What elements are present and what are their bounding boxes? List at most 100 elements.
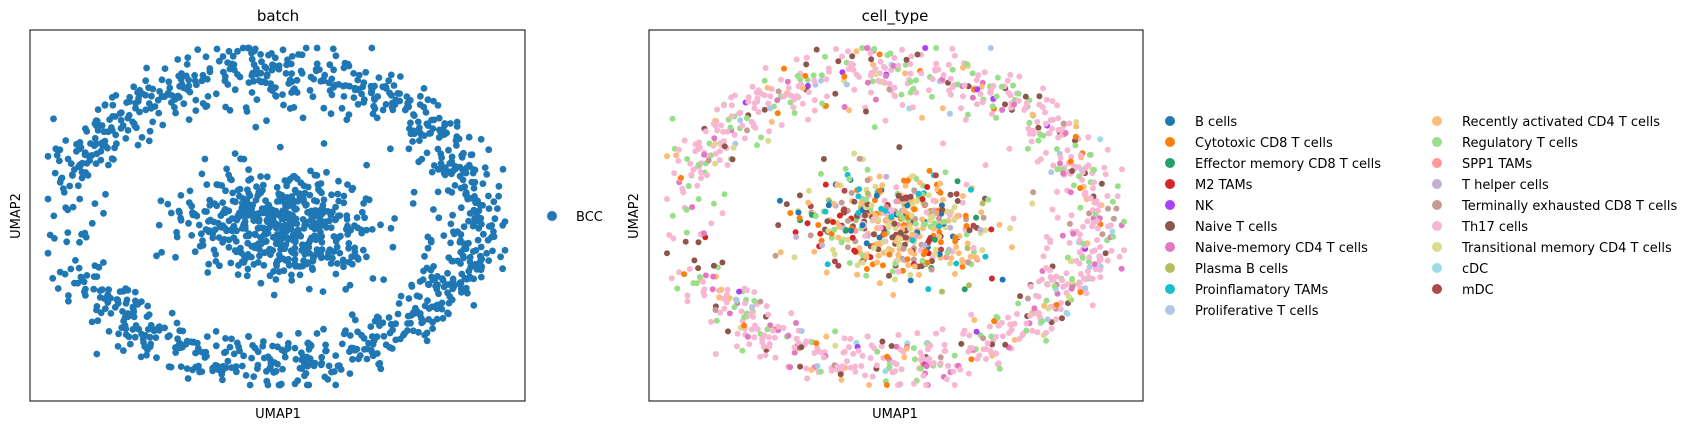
scatter-point bbox=[263, 117, 270, 125]
scatter-point bbox=[284, 345, 292, 352]
scatter-point bbox=[172, 109, 180, 117]
scatter-point bbox=[1080, 223, 1087, 230]
scatter-point bbox=[44, 249, 52, 257]
scatter-point bbox=[983, 346, 989, 352]
scatter-point bbox=[734, 330, 741, 337]
scatter-point bbox=[51, 235, 58, 242]
scatter-point bbox=[926, 167, 933, 174]
scatter-point bbox=[219, 53, 227, 60]
scatter-point bbox=[1089, 302, 1096, 309]
scatter-point bbox=[451, 182, 459, 189]
scatter-point bbox=[864, 333, 871, 340]
batch-xlabel: UMAP1 bbox=[255, 407, 301, 422]
scatter-point bbox=[129, 310, 137, 317]
scatter-point bbox=[919, 114, 925, 121]
scatter-point bbox=[682, 238, 689, 245]
scatter-point bbox=[483, 249, 490, 257]
scatter-point bbox=[761, 332, 768, 339]
scatter-point bbox=[368, 226, 376, 233]
scatter-point bbox=[458, 288, 465, 296]
scatter-point bbox=[978, 83, 985, 90]
legend-marker bbox=[1165, 137, 1175, 147]
scatter-point bbox=[470, 302, 478, 309]
scatter-point bbox=[86, 157, 94, 164]
scatter-point bbox=[109, 101, 117, 109]
scatter-point bbox=[368, 348, 376, 356]
scatter-point bbox=[807, 232, 814, 239]
scatter-point bbox=[743, 115, 750, 122]
scatter-point bbox=[695, 162, 702, 168]
scatter-point bbox=[1016, 73, 1023, 80]
scatter-point bbox=[51, 169, 59, 177]
scatter-point bbox=[326, 61, 334, 69]
legend-label: cDC bbox=[1462, 262, 1488, 277]
scatter-point bbox=[94, 126, 102, 134]
scatter-point bbox=[213, 45, 221, 53]
scatter-point bbox=[901, 207, 908, 214]
scatter-point bbox=[469, 248, 477, 255]
scatter-point bbox=[881, 197, 888, 204]
scatter-point bbox=[66, 182, 74, 190]
scatter-point bbox=[365, 196, 373, 204]
scatter-point bbox=[337, 366, 345, 373]
scatter-point bbox=[104, 128, 112, 136]
scatter-point bbox=[708, 220, 715, 227]
scatter-point bbox=[266, 272, 274, 280]
scatter-point bbox=[249, 70, 257, 77]
scatter-point bbox=[215, 234, 223, 242]
scatter-point bbox=[937, 354, 944, 361]
scatter-point bbox=[240, 221, 247, 229]
scatter-point bbox=[178, 81, 186, 88]
scatter-point bbox=[1053, 146, 1060, 152]
scatter-point bbox=[439, 125, 447, 133]
scatter-point bbox=[256, 252, 263, 260]
scatter-point bbox=[350, 70, 357, 77]
scatter-point bbox=[755, 109, 762, 115]
scatter-point bbox=[870, 244, 877, 251]
scatter-point bbox=[1118, 265, 1125, 272]
scatter-point bbox=[852, 363, 859, 370]
scatter-point bbox=[158, 76, 166, 84]
scatter-point bbox=[1002, 101, 1008, 108]
scatter-point bbox=[158, 248, 166, 256]
scatter-point bbox=[1015, 90, 1022, 97]
scatter-point bbox=[363, 345, 371, 353]
scatter-point bbox=[712, 160, 719, 167]
scatter-point bbox=[206, 201, 214, 209]
scatter-point bbox=[193, 212, 201, 220]
scatter-point bbox=[385, 77, 393, 85]
scatter-point bbox=[430, 206, 437, 213]
scatter-point bbox=[335, 177, 342, 185]
scatter-point bbox=[970, 244, 977, 251]
scatter-point bbox=[282, 70, 290, 77]
scatter-point bbox=[360, 98, 368, 106]
scatter-point bbox=[320, 196, 328, 204]
scatter-point bbox=[222, 187, 229, 195]
scatter-point bbox=[810, 72, 817, 79]
scatter-point bbox=[311, 225, 318, 233]
scatter-point bbox=[373, 350, 381, 357]
scatter-point bbox=[166, 332, 173, 339]
scatter-point bbox=[889, 234, 896, 241]
scatter-point bbox=[714, 106, 721, 113]
scatter-point bbox=[939, 326, 946, 333]
scatter-point bbox=[296, 190, 304, 198]
scatter-point bbox=[346, 332, 354, 339]
scatter-point bbox=[920, 372, 927, 379]
scatter-point bbox=[288, 277, 296, 284]
scatter-point bbox=[270, 291, 278, 299]
scatter-point bbox=[733, 296, 740, 303]
scatter-point bbox=[922, 248, 929, 255]
scatter-point bbox=[282, 207, 289, 215]
scatter-point bbox=[962, 116, 969, 123]
scatter-point bbox=[941, 348, 948, 354]
scatter-point bbox=[379, 106, 387, 114]
scatter-point bbox=[201, 155, 209, 163]
scatter-point bbox=[871, 124, 878, 131]
scatter-point bbox=[875, 77, 882, 84]
scatter-point bbox=[279, 91, 286, 98]
scatter-point bbox=[951, 217, 958, 223]
scatter-point bbox=[823, 333, 830, 340]
scatter-point bbox=[724, 128, 731, 135]
batch-points bbox=[44, 44, 509, 389]
